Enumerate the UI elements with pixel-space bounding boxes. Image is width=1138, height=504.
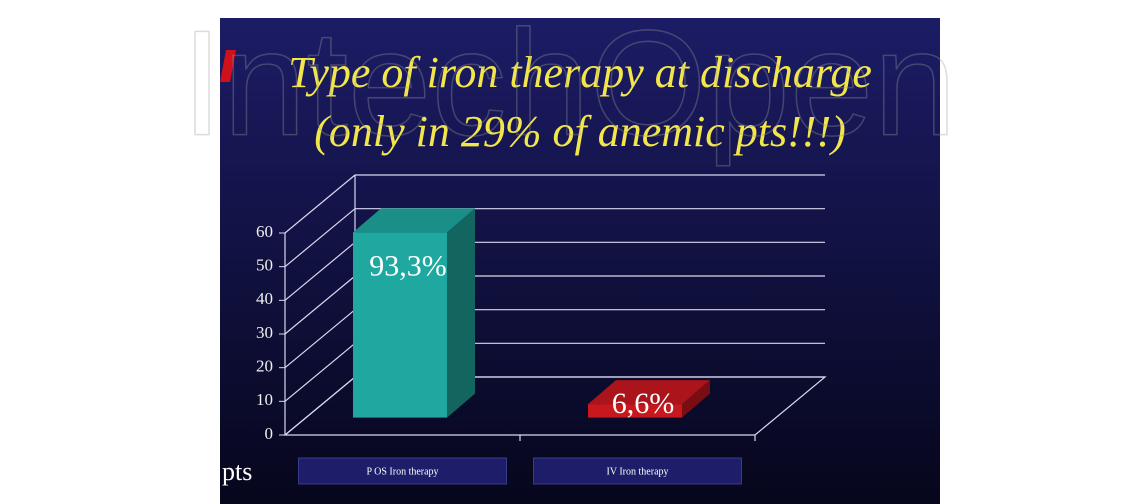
y-tick-label: 60 xyxy=(256,222,273,241)
y-axis-label: pts xyxy=(222,457,252,486)
bar xyxy=(353,232,447,418)
bar-side xyxy=(682,380,710,418)
grid-line xyxy=(284,174,825,234)
value-annotation: 6,6% xyxy=(612,387,675,420)
x-tick-label: P OS Iron therapy xyxy=(366,466,438,477)
chart: 0 10 20 30 40 50 60 93,3% P OS Iron therapy 6,6% I… xyxy=(256,174,827,485)
chart-subtitle: (only in 29% of anemic pts!!!) xyxy=(314,107,846,156)
grid-line xyxy=(284,208,825,268)
category-box xyxy=(533,457,742,485)
y-tick-label: 50 xyxy=(256,256,273,275)
y-tick-label: 0 xyxy=(265,424,274,443)
category-box xyxy=(298,457,507,485)
value-annotation: 93,3% xyxy=(369,249,447,282)
bar-top xyxy=(588,380,710,405)
y-tick-label: 40 xyxy=(256,289,273,308)
red-marker xyxy=(220,50,236,82)
y-tick-label: 10 xyxy=(256,390,273,409)
bar xyxy=(588,404,682,418)
x-tick-label: IV Iron therapy xyxy=(606,466,668,477)
y-tick-label: 20 xyxy=(256,357,273,376)
bar-side xyxy=(447,208,475,418)
watermark: IntechOpen xyxy=(181,0,957,167)
chart-title: Type of iron therapy at discharge xyxy=(288,48,872,97)
y-tick-label: 30 xyxy=(256,323,273,342)
slide xyxy=(220,18,940,504)
bar-top xyxy=(353,208,475,233)
